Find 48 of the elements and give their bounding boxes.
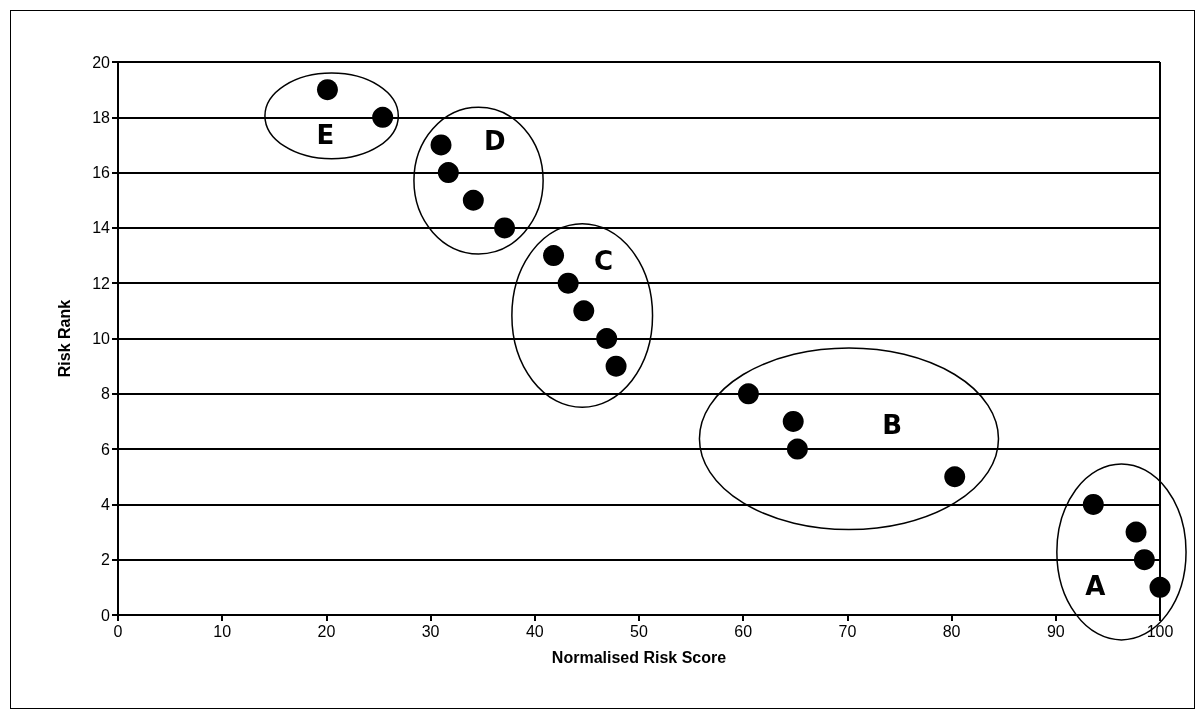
x-tick-label: 0 [113, 622, 123, 640]
y-tick-label: 10 [92, 330, 111, 347]
point [1149, 576, 1171, 598]
point [557, 272, 579, 294]
point [494, 217, 516, 239]
x-tick-label: 30 [421, 622, 440, 640]
y-tick-label: 6 [101, 440, 111, 458]
x-tick-label: 50 [630, 622, 648, 640]
point [372, 106, 394, 128]
point [944, 466, 966, 488]
annotation: A [1085, 570, 1106, 601]
y-tick-label: 14 [92, 219, 111, 237]
point [573, 300, 595, 322]
y-tick-label: 20 [92, 53, 111, 71]
point [543, 245, 565, 267]
point [1082, 493, 1104, 515]
y-tick-label: 16 [92, 164, 111, 182]
x-tick-label: 40 [525, 622, 544, 640]
y-tick-label: 18 [92, 108, 111, 126]
point [462, 189, 484, 211]
x-tick-label: 90 [1046, 622, 1065, 640]
x-tick-label: 80 [942, 622, 961, 640]
point [316, 79, 338, 101]
x-tick-label: 20 [317, 622, 336, 640]
point [737, 383, 759, 405]
y-tick-label: 12 [92, 274, 111, 292]
x-tick-label: 10 [213, 622, 232, 640]
point [437, 162, 459, 184]
point [1125, 521, 1147, 543]
x-tick-label: 100 [1146, 622, 1174, 640]
y-tick-label: 0 [101, 606, 111, 624]
annotation: C [594, 246, 614, 277]
point [1133, 549, 1155, 571]
y-tick-label: 4 [101, 495, 111, 513]
point [430, 134, 452, 156]
y-axis-title: Risk Rank [55, 299, 73, 378]
y-tick-label: 8 [101, 385, 111, 403]
point [786, 438, 808, 460]
point [782, 410, 804, 432]
x-axis-title: Normalised Risk Score [551, 648, 727, 666]
point [605, 355, 627, 377]
point [596, 328, 618, 349]
annotation: D [483, 126, 506, 157]
annotation: B [882, 410, 903, 441]
y-tick-label: 2 [101, 551, 111, 569]
x-tick-label: 70 [838, 622, 857, 640]
annotation: E [316, 120, 335, 151]
x-tick-label: 60 [734, 622, 753, 640]
